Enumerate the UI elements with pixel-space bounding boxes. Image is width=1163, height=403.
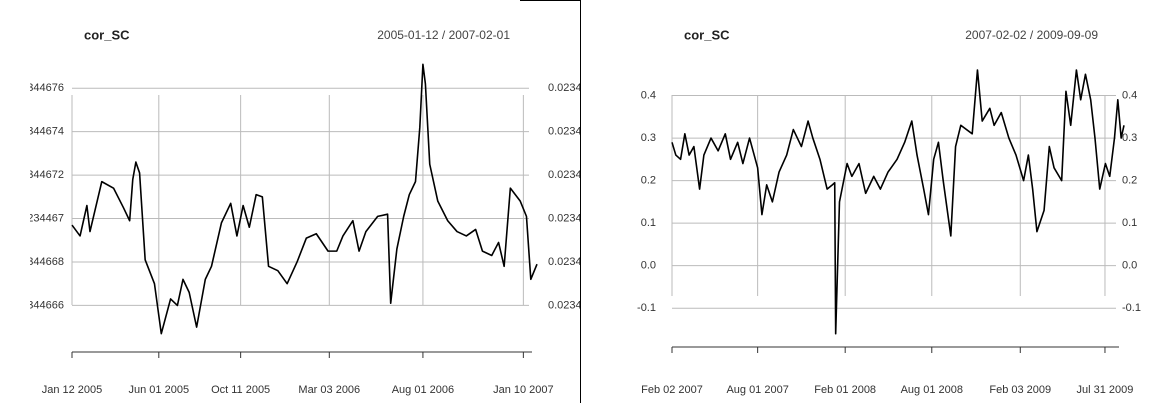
y2-tick-label: 0.4 [1122, 89, 1137, 101]
x-tick-label: Mar 03 2006 [298, 384, 360, 396]
date-range: 2005-01-12 / 2007-02-01 [377, 28, 510, 42]
y-tick-label: 0.4 [641, 89, 656, 101]
y-tick-label: 0.02344674 [6, 126, 64, 138]
x-tick-label: Aug 01 2007 [726, 384, 788, 396]
y2-tick-label: 0.02344666 [548, 299, 606, 311]
y-tick-label: 0.1 [641, 217, 656, 229]
y2-tick-label: 0.2 [1122, 175, 1137, 187]
x-tick-label: Oct 11 2005 [211, 384, 270, 396]
x-tick-label: Jan 12 2005 [42, 384, 103, 396]
chart-title: cor_SC [84, 27, 130, 42]
y2-tick-label: 0.02344676 [548, 82, 606, 94]
y-tick-label: -0.1 [637, 302, 656, 314]
y-tick-label: 0.02344676 [6, 82, 64, 94]
series-line [671, 69, 1125, 335]
y2-tick-label: -0.1 [1122, 302, 1141, 314]
y2-tick-label: 0.3 [1122, 132, 1137, 144]
y-tick-label: 0.3 [641, 132, 656, 144]
y2-tick-label: 0.02344668 [548, 256, 606, 268]
x-tick-label: Feb 03 2009 [989, 384, 1051, 396]
x-tick-label: Feb 01 2008 [814, 384, 876, 396]
chart: cor_SC 2005-01-12 / 2007-02-01 0.02344666 0… [6, 27, 606, 396]
y2-tick-label: 0.0 [1122, 260, 1137, 272]
y-tick-label: 0.02344666 [6, 299, 64, 311]
x-tick-label: Jul 31 2009 [1077, 384, 1134, 396]
y2-tick-label: 0.0234467 [548, 212, 600, 224]
x-tick-label: Jun 01 2005 [129, 384, 190, 396]
y2-tick-label: 0.02344672 [548, 169, 606, 181]
y2-tick-label: 0.02344674 [548, 126, 606, 138]
y-tick-label: 0.0234467 [12, 212, 64, 224]
chart: cor_SC 2007-02-02 / 2009-09-09 -0.1 -0.1 0.0… [637, 27, 1141, 395]
y-tick-label: 0.02344672 [6, 169, 64, 181]
y-tick-label: 0.2 [641, 175, 656, 187]
series-line [71, 63, 538, 335]
y-tick-label: 0.02344668 [6, 256, 64, 268]
y2-tick-label: 0.1 [1122, 217, 1137, 229]
x-tick-label: Aug 01 2008 [901, 384, 963, 396]
date-range: 2007-02-02 / 2009-09-09 [965, 28, 1098, 42]
x-tick-label: Feb 02 2007 [641, 384, 703, 396]
x-tick-label: Aug 01 2006 [392, 384, 454, 396]
y-tick-label: 0.0 [641, 260, 656, 272]
x-tick-label: Jan 10 2007 [493, 384, 554, 396]
chart-title: cor_SC [684, 27, 730, 42]
